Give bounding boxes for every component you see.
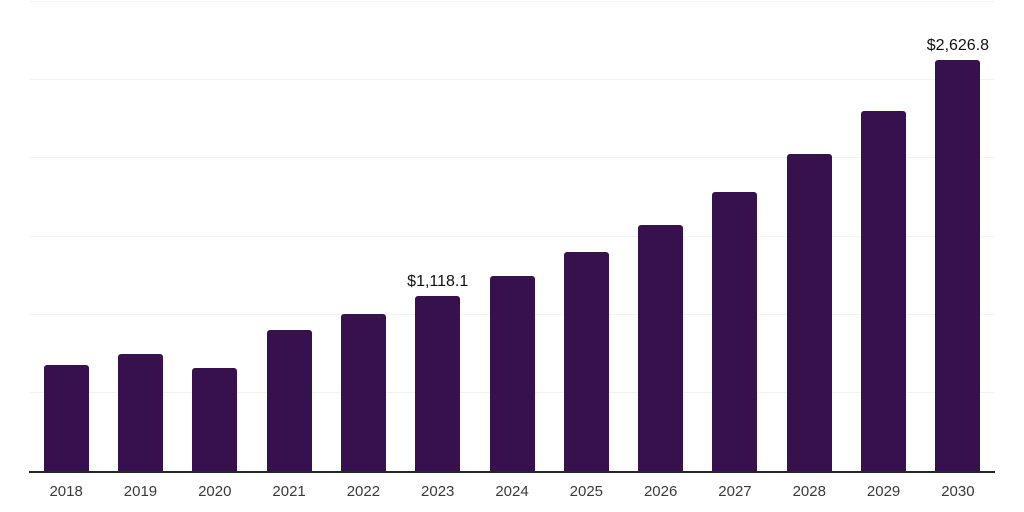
x-tick-label-2024: 2024 [495,483,529,500]
bar-slot-2021 [252,330,326,471]
bar-slot-2026 [624,224,698,471]
bars: $1,118.1 $2,626.8 [29,38,995,471]
bar-2025 [563,252,609,471]
x-tick-label-2018: 2018 [49,483,83,500]
x-tick-label-2026: 2026 [643,483,678,500]
bar-slot-2020 [178,367,252,471]
gridline-3000 [29,1,995,2]
bar-slot-2028 [772,154,846,471]
gridline-2500 [29,79,995,81]
x-tick-label-2028: 2028 [792,483,826,500]
bar-slot-2019 [103,353,177,471]
bar-2024 [489,276,535,471]
bar-slot-2023: $1,118.1 [401,274,475,471]
bar-slot-2024 [475,276,549,471]
x-tick-label-2021: 2021 [272,483,306,500]
plot-area: $1,118.1 $2,626.8 [29,1,995,473]
bar-2022 [340,314,386,471]
bar-2029 [861,111,907,471]
bar-2026 [638,224,684,471]
bar-slot-2018 [29,365,103,471]
x-tick-label-2027: 2027 [718,483,752,500]
x-tick-label-2020: 2020 [198,483,232,500]
bar-value-label-2023: $1,118.1 [407,273,469,291]
x-axis: 2018 2019 2020 2021 2022 2023 2024 2025 2026 2027… [29,483,995,501]
x-tick-label-2025: 2025 [569,483,604,500]
bar-2021 [266,330,312,471]
bar-2019 [117,353,163,471]
x-tick-label-2030: 2030 [941,483,975,500]
x-tick-label-2022: 2022 [346,483,381,500]
bar-value-label-2030: $2,626.8 [926,37,990,55]
bar-chart: $1,118.1 $2,626.8 2018 2019 2020 2021 2022 202… [29,1,995,501]
bar-slot-2029 [846,111,920,471]
bar-2027 [712,192,758,471]
x-tick-label-2023: 2023 [421,483,455,500]
bar-2018 [43,365,89,471]
bar-2028 [786,154,832,471]
bar-slot-2025 [549,252,623,471]
bar-2030 [935,60,981,471]
bar-slot-2030: $2,626.8 [921,38,995,471]
gridline-1500 [29,235,995,237]
bar-2020 [192,367,238,471]
bar-slot-2027 [698,192,772,471]
bar-2023 [415,296,461,471]
x-tick-label-2029: 2029 [866,483,901,500]
bar-slot-2022 [326,314,400,471]
gridline-2000 [29,157,995,159]
x-tick-label-2019: 2019 [123,483,158,500]
